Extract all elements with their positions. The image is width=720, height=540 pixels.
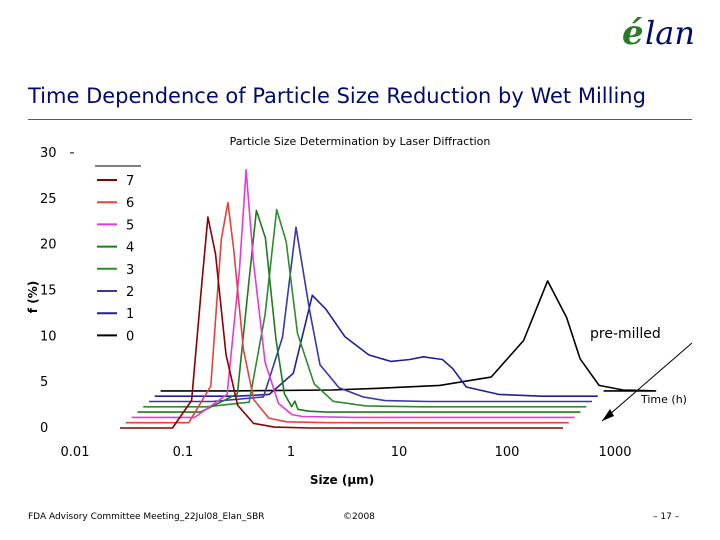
footer-copyright: ©2008 bbox=[343, 512, 375, 522]
y-axis-label: f (%) bbox=[26, 281, 40, 313]
series-line-6 bbox=[125, 201, 569, 424]
title-divider bbox=[28, 119, 692, 120]
series-line-4 bbox=[137, 209, 581, 413]
logo-e: é bbox=[622, 13, 644, 52]
y-tick-label: 0 bbox=[40, 421, 48, 436]
elan-logo: é lan bbox=[622, 13, 695, 52]
time-axis-arrowhead bbox=[602, 409, 614, 421]
series-line-0 bbox=[160, 280, 657, 392]
chart-title: Particle Size Determination by Laser Dif… bbox=[230, 135, 491, 148]
series-line-7 bbox=[120, 216, 563, 429]
series-line-2 bbox=[149, 226, 592, 403]
footer-meeting-text: FDA Advisory Committee Meeting_22Jul08_E… bbox=[28, 512, 265, 522]
legend-label-0: 0 bbox=[126, 329, 134, 344]
pre-milled-annotation: pre-milled bbox=[590, 326, 661, 342]
y-tick-label: 20 bbox=[40, 238, 57, 253]
x-tick-label: 100 bbox=[495, 445, 520, 460]
legend-label-5: 5 bbox=[126, 218, 134, 233]
series-line-3 bbox=[143, 208, 587, 408]
legend-label-4: 4 bbox=[126, 241, 134, 256]
legend-label-3: 3 bbox=[126, 263, 134, 278]
x-tick-label: 0.01 bbox=[61, 445, 90, 460]
x-tick-label: 1000 bbox=[598, 445, 631, 460]
series-line-5 bbox=[131, 169, 575, 419]
legend-label-1: 1 bbox=[126, 307, 134, 322]
legend-label-6: 6 bbox=[126, 196, 134, 211]
time-axis-arrow bbox=[601, 342, 693, 422]
y-tick-label: 5 bbox=[40, 375, 48, 390]
y-tick-label: 15 bbox=[40, 283, 57, 298]
y-tick-label: 10 bbox=[40, 329, 57, 344]
x-tick-label: 1 bbox=[287, 445, 295, 460]
series-line-1 bbox=[154, 294, 598, 397]
x-tick-label: 10 bbox=[391, 445, 408, 460]
legend-label-7: 7 bbox=[126, 174, 134, 189]
x-tick-label: 0.1 bbox=[173, 445, 194, 460]
y-tick-label: 30 bbox=[40, 146, 57, 161]
x-axis-label: Size (µm) bbox=[310, 473, 374, 487]
slide-title: Time Dependence of Particle Size Reducti… bbox=[28, 84, 646, 108]
y-tick-label: 25 bbox=[40, 192, 57, 207]
legend-label-2: 2 bbox=[126, 285, 134, 300]
footer-page-number: – 17 – bbox=[653, 512, 680, 522]
logo-lan: lan bbox=[645, 14, 695, 52]
time-axis-label: Time (h) bbox=[640, 393, 687, 406]
